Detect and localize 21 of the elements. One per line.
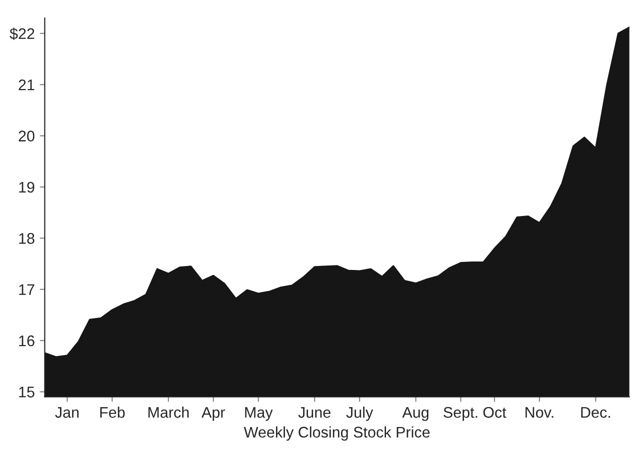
x-tick-label: May xyxy=(245,407,273,421)
x-tick-label: March xyxy=(148,406,189,418)
y-tick-label: 17 xyxy=(19,284,34,295)
y-tick-label: 18 xyxy=(19,233,34,244)
y-tick-label: 19 xyxy=(19,182,34,193)
x-tick-label: June xyxy=(298,407,330,418)
y-tick-label: $22 xyxy=(10,28,34,40)
x-axis-title: Weekly Closing Stock Price xyxy=(244,426,430,441)
x-tick-label: Oct xyxy=(483,407,506,418)
y-tick-label: 20 xyxy=(18,130,34,142)
x-tick-label: Aug xyxy=(402,407,428,421)
x-tick-label: Sept. xyxy=(444,407,478,421)
y-tick-label: 21 xyxy=(18,79,34,90)
x-tick-label: July xyxy=(346,406,374,421)
x-tick-label: Dec. xyxy=(581,407,610,418)
x-tick-label: Apr xyxy=(202,407,226,421)
x-tick-label: Nov. xyxy=(526,407,554,418)
y-tick-label: 16 xyxy=(19,335,34,346)
x-tick-label: Feb xyxy=(100,406,125,418)
y-tick-label: 15 xyxy=(19,386,34,398)
x-tick-label: Jan xyxy=(55,407,79,418)
